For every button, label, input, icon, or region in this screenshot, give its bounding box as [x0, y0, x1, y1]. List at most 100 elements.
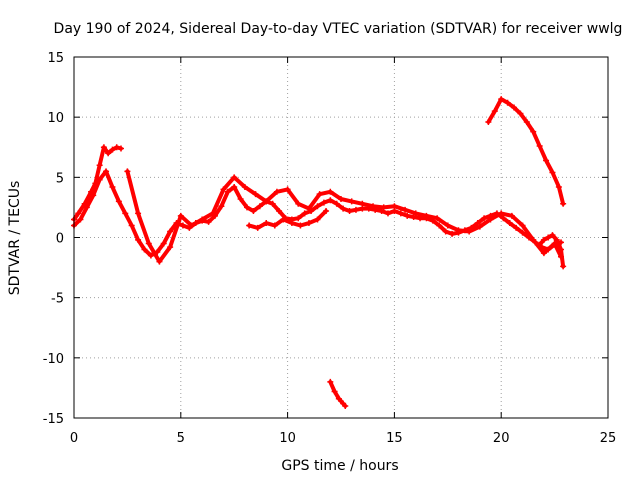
- data-point: [342, 402, 349, 409]
- data-point: [553, 236, 560, 243]
- x-axis-ticks: 0 5 10 15 20 25: [70, 57, 616, 446]
- data-point: [442, 228, 449, 235]
- series-line-trace-d: [247, 209, 328, 230]
- data-point: [209, 210, 216, 217]
- y-tick-label: 15: [47, 51, 64, 66]
- data-point: [504, 99, 511, 106]
- data-point: [523, 118, 530, 125]
- data-point: [301, 210, 308, 217]
- data-point: [109, 146, 116, 153]
- data-series: [71, 96, 567, 409]
- data-point: [519, 229, 526, 236]
- data-point: [338, 195, 344, 202]
- data-point: [474, 220, 481, 227]
- data-point: [412, 210, 419, 217]
- data-point: [370, 203, 377, 210]
- data-point: [273, 188, 280, 195]
- data-point: [540, 250, 547, 257]
- data-point: [231, 174, 238, 181]
- data-point: [271, 222, 278, 229]
- data-point: [246, 222, 253, 229]
- data-point: [536, 241, 543, 248]
- data-point: [244, 204, 251, 211]
- x-tick-label: 0: [70, 431, 78, 446]
- x-tick-label: 5: [177, 431, 185, 446]
- data-point: [314, 216, 321, 223]
- data-point: [263, 220, 270, 227]
- data-point: [511, 104, 518, 111]
- series-points-trace-f: [485, 96, 567, 207]
- data-point: [352, 206, 359, 213]
- x-tick-label: 25: [600, 431, 617, 446]
- data-point: [335, 395, 342, 402]
- data-point: [254, 224, 261, 231]
- data-point: [145, 240, 152, 247]
- data-point: [188, 222, 195, 229]
- data-point: [402, 206, 409, 213]
- y-tick-label: 5: [56, 171, 64, 186]
- x-tick-label: 20: [493, 431, 510, 446]
- data-point: [549, 232, 556, 239]
- data-point: [540, 236, 547, 243]
- data-point: [252, 191, 259, 198]
- y-tick-label: 0: [56, 232, 64, 247]
- data-point: [167, 228, 174, 235]
- data-point: [558, 246, 565, 253]
- y-tick-label: -15: [43, 412, 64, 427]
- data-point: [348, 198, 355, 205]
- y-tick-label: -10: [43, 352, 64, 367]
- data-point: [179, 222, 186, 229]
- data-point: [96, 176, 103, 183]
- data-point: [560, 200, 567, 207]
- data-point: [560, 263, 567, 270]
- data-point: [295, 200, 302, 207]
- data-point: [83, 204, 90, 211]
- data-point: [423, 212, 430, 219]
- data-point: [487, 216, 494, 223]
- data-point: [410, 214, 417, 221]
- data-point: [147, 252, 154, 259]
- data-point: [320, 199, 327, 206]
- data-point: [466, 228, 473, 235]
- data-point: [316, 191, 323, 198]
- data-point: [135, 210, 142, 217]
- data-point: [280, 216, 287, 223]
- x-tick-label: 10: [279, 431, 296, 446]
- y-axis-label: SDTVAR / TECUs: [7, 181, 23, 296]
- data-point: [449, 230, 456, 237]
- y-tick-label: -5: [51, 292, 64, 307]
- data-point: [485, 118, 492, 125]
- data-point: [491, 108, 498, 115]
- data-point: [391, 203, 398, 210]
- data-point: [508, 212, 515, 219]
- data-point: [359, 200, 366, 207]
- data-point: [113, 144, 120, 151]
- data-point: [109, 183, 116, 190]
- data-point: [284, 186, 291, 193]
- data-point: [276, 208, 283, 215]
- data-point: [105, 150, 112, 157]
- data-point: [231, 183, 238, 190]
- data-point: [90, 192, 97, 199]
- data-point: [128, 222, 135, 229]
- data-point: [305, 220, 312, 227]
- data-point: [444, 222, 451, 229]
- series-line-trace-c: [125, 169, 563, 264]
- data-point: [549, 169, 556, 176]
- data-point: [141, 246, 148, 253]
- data-point: [436, 222, 443, 229]
- data-point: [513, 224, 520, 231]
- data-point: [455, 227, 462, 234]
- data-point: [220, 186, 227, 193]
- data-point: [333, 200, 340, 207]
- data-point: [543, 157, 550, 164]
- series-points-trace-e: [327, 378, 349, 409]
- data-point: [218, 203, 225, 210]
- data-point: [346, 208, 353, 215]
- data-point: [167, 244, 174, 251]
- data-point: [297, 222, 304, 229]
- data-point: [384, 210, 391, 217]
- data-point: [205, 218, 212, 225]
- data-point: [476, 223, 483, 230]
